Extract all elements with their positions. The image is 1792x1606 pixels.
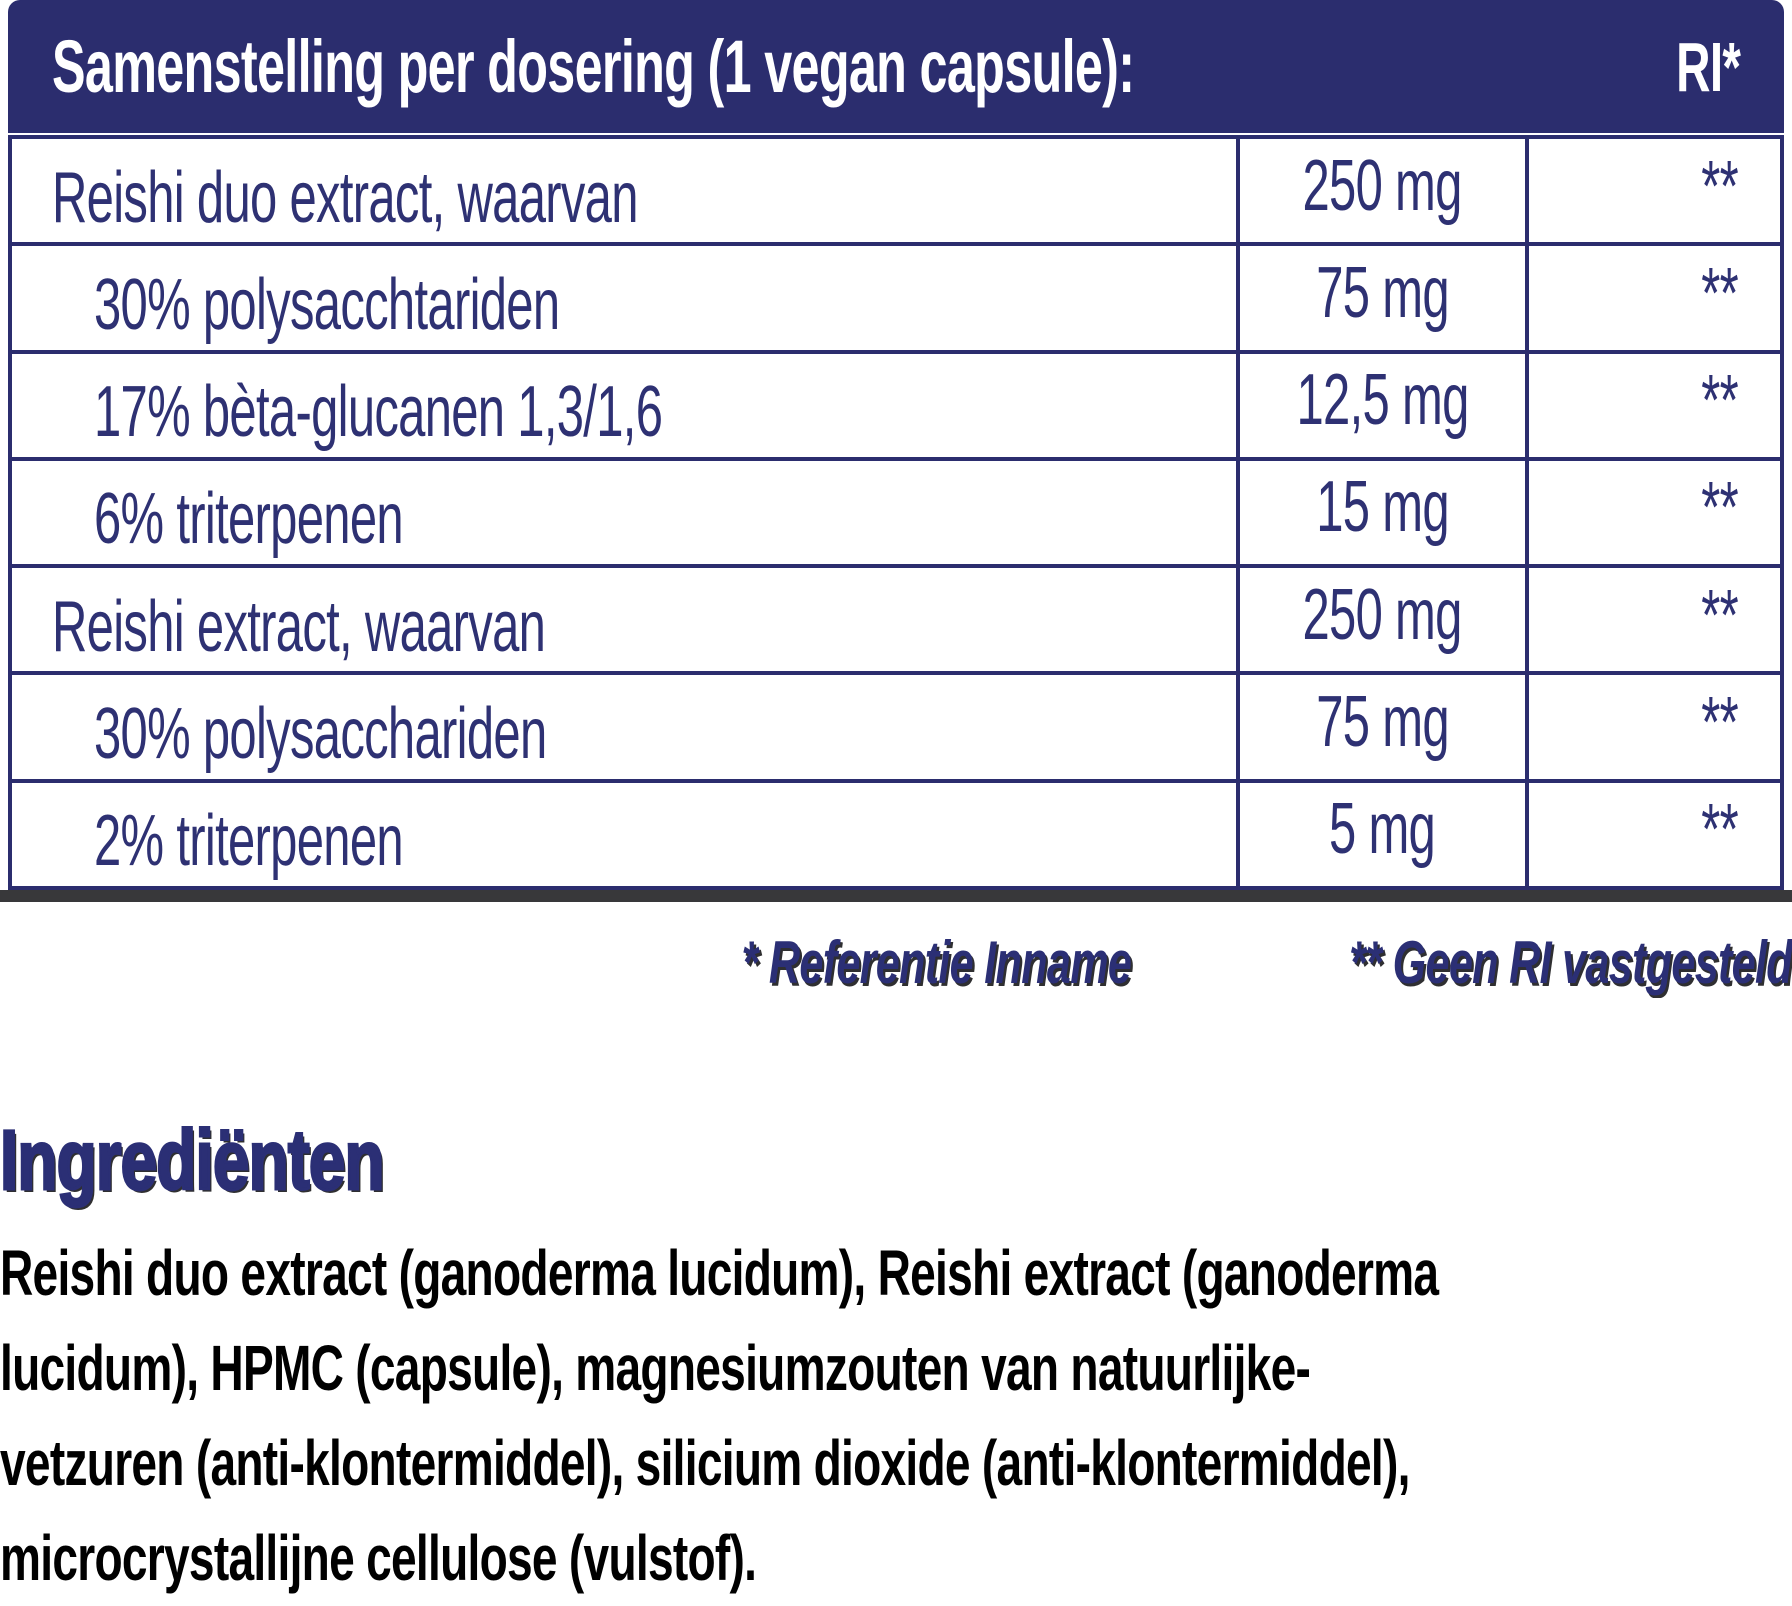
row-ri: ** [1525, 246, 1780, 350]
row-amount-text: 15 mg [1316, 467, 1449, 548]
row-label: 6% triterpenen [12, 461, 1236, 564]
row-label: 2% triterpenen [12, 783, 1236, 886]
row-amount-text: 75 mg [1316, 682, 1449, 763]
ingredients-paragraph: Reishi duo extract (ganoderma lucidum), … [0, 1226, 1792, 1606]
ingredients-line-text: vetzuren (anti-klontermiddel), silicium … [0, 1427, 1410, 1499]
row-ri: ** [1525, 460, 1780, 565]
table-header-ri-text: RI* [1675, 27, 1741, 106]
table-header-title: Samenstelling per dosering (1 vegan caps… [52, 24, 1644, 109]
row-amount: 75 mg [1236, 675, 1525, 779]
row-ri: ** [1525, 675, 1780, 779]
supplement-table: Reishi duo extract, waarvan 250 mg ** 30… [8, 135, 1784, 890]
table-row: 2% triterpenen 5 mg ** [12, 778, 1780, 886]
ingredients-line: microcrystallijne cellulose (vulstof). [0, 1511, 1792, 1606]
ingredients-heading-text: Ingrediënten [0, 1112, 386, 1209]
row-label-text: Reishi duo extract, waarvan [52, 157, 638, 238]
row-amount: 12,5 mg [1236, 353, 1525, 457]
row-label: Reishi extract, waarvan [12, 568, 1236, 671]
row-amount: 75 mg [1236, 246, 1525, 350]
row-amount-text: 250 mg [1302, 145, 1463, 226]
row-label-text: 30% polysacchariden [94, 694, 547, 775]
row-ri: ** [1525, 568, 1780, 672]
ingredients-line-text: microcrystallijne cellulose (vulstof). [0, 1522, 757, 1594]
row-ri-text: ** [1701, 575, 1738, 656]
ingredients-line: lucidum), HPMC (capsule), magnesiumzoute… [0, 1321, 1792, 1416]
footnote-no-ri-note: ** Geen RI vastgesteld [1349, 929, 1792, 996]
row-amount: 5 mg [1236, 782, 1525, 886]
table-row: 17% bèta-glucanen 1,3/1,6 12,5 mg ** [12, 349, 1780, 457]
row-ri-text: ** [1701, 790, 1738, 871]
ingredients-line: vetzuren (anti-klontermiddel), silicium … [0, 1416, 1792, 1511]
row-ri: ** [1525, 353, 1780, 457]
table-row: Reishi duo extract, waarvan 250 mg ** [12, 139, 1780, 243]
row-label-text: 30% polysacchtariden [94, 264, 560, 345]
table-row: Reishi extract, waarvan 250 mg ** [12, 564, 1780, 672]
row-amount: 250 mg [1236, 568, 1525, 672]
footnote-reference-note: * Referentie Inname [741, 929, 1132, 996]
ingredients-line-text: Reishi duo extract (ganoderma lucidum), … [0, 1237, 1439, 1309]
row-ri-text: ** [1701, 361, 1738, 442]
row-amount-text: 250 mg [1302, 574, 1463, 655]
table-bottom-shadow [0, 890, 1792, 902]
table-header: Samenstelling per dosering (1 vegan caps… [8, 0, 1784, 133]
table-row: 6% triterpenen 15 mg ** [12, 456, 1780, 565]
row-label-text: 6% triterpenen [94, 479, 404, 560]
table-row: 30% polysacchtariden 75 mg ** [12, 242, 1780, 350]
table-header-ri-label: RI* [1646, 27, 1741, 107]
row-amount: 15 mg [1236, 460, 1525, 565]
row-ri-text: ** [1701, 253, 1738, 334]
row-amount: 250 mg [1236, 139, 1525, 243]
row-label-text: Reishi extract, waarvan [52, 586, 546, 667]
row-label-text: 2% triterpenen [94, 801, 404, 882]
ingredients-line: Reishi duo extract (ganoderma lucidum), … [0, 1226, 1792, 1321]
row-ri-text: ** [1701, 468, 1738, 549]
ingredients-heading: Ingrediënten [0, 1112, 492, 1209]
ingredients-line-text: lucidum), HPMC (capsule), magnesiumzoute… [0, 1332, 1311, 1404]
row-ri-text: ** [1701, 146, 1738, 227]
row-label-text: 17% bèta-glucanen 1,3/1,6 [94, 372, 663, 453]
row-label: 17% bèta-glucanen 1,3/1,6 [12, 354, 1236, 457]
table-header-title-text: Samenstelling per dosering (1 vegan caps… [52, 25, 1135, 108]
row-label: Reishi duo extract, waarvan [12, 139, 1236, 242]
row-label: 30% polysacchtariden [12, 246, 1236, 349]
row-ri: ** [1525, 782, 1780, 886]
row-ri-text: ** [1701, 683, 1738, 764]
row-amount-text: 5 mg [1329, 789, 1436, 870]
row-amount-text: 75 mg [1316, 252, 1449, 333]
row-label: 30% polysacchariden [12, 675, 1236, 778]
footnote: * Referentie Inname ** Geen RI vastgestel… [0, 928, 1792, 997]
row-ri: ** [1525, 139, 1780, 243]
table-row: 30% polysacchariden 75 mg ** [12, 671, 1780, 779]
row-amount-text: 12,5 mg [1296, 360, 1469, 441]
